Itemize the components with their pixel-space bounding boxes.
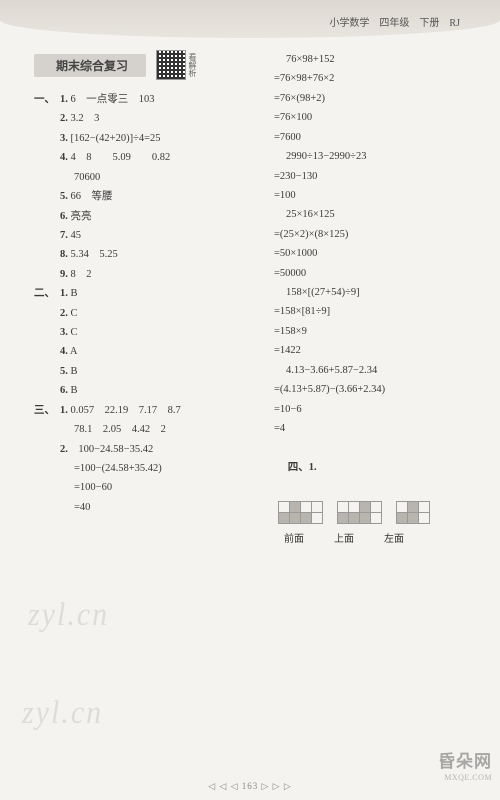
text-line: 4. A bbox=[34, 342, 266, 361]
grid-cell bbox=[301, 513, 312, 524]
shapes-row bbox=[272, 501, 476, 524]
text-line: 三、1. 0.057 22.19 7.17 8.7 bbox=[34, 401, 266, 420]
shape-left bbox=[396, 501, 430, 524]
section-4-label: 四、1. bbox=[288, 458, 324, 477]
text-line: =(25×2)×(8×125) bbox=[272, 225, 476, 244]
grid-cell bbox=[408, 513, 419, 524]
text-line: 4.13−3.66+5.87−2.34 bbox=[272, 361, 476, 380]
text-line: =76×(98+2) bbox=[272, 89, 476, 108]
shape-label-top: 上面 bbox=[334, 530, 354, 545]
grid-cell bbox=[338, 513, 349, 524]
text-line: =158×[81÷9] bbox=[272, 302, 476, 321]
text-line: 3. C bbox=[34, 323, 266, 342]
text-line: =7600 bbox=[272, 128, 476, 147]
text-line: 2. 3.2 3 bbox=[34, 109, 266, 128]
grid-cell bbox=[408, 502, 419, 513]
text-line: =76×100 bbox=[272, 108, 476, 127]
shape-top bbox=[337, 501, 382, 524]
text-line: 2990÷13−2990÷23 bbox=[272, 147, 476, 166]
text-line: =230−130 bbox=[272, 167, 476, 186]
text-line: 5. 66 等腰 bbox=[34, 187, 266, 206]
text-line: 8. 5.34 5.25 bbox=[34, 245, 266, 264]
grid-cell bbox=[397, 513, 408, 524]
grid-cell bbox=[290, 513, 301, 524]
text-line: 7. 45 bbox=[34, 226, 266, 245]
shape-label-left: 左面 bbox=[384, 530, 404, 545]
qr-label: 看解析 bbox=[188, 53, 196, 77]
title-row: 期末综合复习 看解析 bbox=[34, 50, 266, 80]
text-line: 二、1. B bbox=[34, 284, 266, 303]
watermark-2: zyl.cn bbox=[22, 694, 103, 731]
header-band: 小学数学 四年级 下册 RJ bbox=[0, 0, 500, 38]
grid-cell bbox=[349, 513, 360, 524]
section-title: 期末综合复习 bbox=[34, 54, 146, 77]
section-4-row: 四、1. bbox=[272, 438, 476, 496]
text-line: =1422 bbox=[272, 341, 476, 360]
grid-cell bbox=[279, 513, 290, 524]
text-line: 2. 100−24.58−35.42 bbox=[34, 440, 266, 459]
shape-front bbox=[278, 501, 323, 524]
text-line: =100−60 bbox=[34, 478, 266, 497]
page-footer: ◁ ◁ ◁ 163 ▷ ▷ ▷ bbox=[0, 781, 500, 792]
grid-cell bbox=[312, 502, 323, 513]
grid-cell bbox=[349, 502, 360, 513]
grid-cell bbox=[371, 502, 382, 513]
left-lines: 一、1. 6 一点零三 1032. 3.2 33. [162−(42+20)]÷… bbox=[34, 90, 266, 517]
text-line: 6. 亮亮 bbox=[34, 207, 266, 226]
grid-cell bbox=[312, 513, 323, 524]
shape-label-front: 前面 bbox=[284, 530, 304, 545]
corner-logo: 昏朵网 bbox=[438, 747, 492, 772]
watermark-1: zyl.cn bbox=[28, 596, 109, 633]
grid-cell bbox=[397, 502, 408, 513]
header-text: 小学数学 四年级 下册 RJ bbox=[329, 14, 460, 29]
text-line: 5. B bbox=[34, 362, 266, 381]
text-line: 70600 bbox=[34, 168, 266, 187]
text-line: =10−6 bbox=[272, 400, 476, 419]
text-line: =50×1000 bbox=[272, 244, 476, 263]
text-line: =158×9 bbox=[272, 322, 476, 341]
column-left: 期末综合复习 看解析 一、1. 6 一点零三 1032. 3.2 33. [16… bbox=[34, 50, 266, 545]
text-line: 78.1 2.05 4.42 2 bbox=[34, 420, 266, 439]
text-line: =(4.13+5.87)−(3.66+2.34) bbox=[272, 380, 476, 399]
grid-cell bbox=[360, 513, 371, 524]
grid-cell bbox=[290, 502, 301, 513]
text-line: =100 bbox=[272, 186, 476, 205]
text-line: 2. C bbox=[34, 304, 266, 323]
text-line: 9. 8 2 bbox=[34, 265, 266, 284]
column-right: 76×98+152=76×98+76×2=76×(98+2)=76×100=76… bbox=[266, 50, 476, 545]
content: 期末综合复习 看解析 一、1. 6 一点零三 1032. 3.2 33. [16… bbox=[0, 38, 500, 545]
grid-cell bbox=[419, 513, 430, 524]
text-line: 6. B bbox=[34, 381, 266, 400]
text-line: 4. 4 8 5.09 0.82 bbox=[34, 148, 266, 167]
text-line: 3. [162−(42+20)]÷4=25 bbox=[34, 129, 266, 148]
grid-cell bbox=[279, 502, 290, 513]
text-line: 76×98+152 bbox=[272, 50, 476, 69]
grid-cell bbox=[360, 502, 371, 513]
text-line: =76×98+76×2 bbox=[272, 69, 476, 88]
grid-cell bbox=[371, 513, 382, 524]
text-line: =40 bbox=[34, 498, 266, 517]
grid-cell bbox=[301, 502, 312, 513]
text-line: 158×[(27+54)÷9] bbox=[272, 283, 476, 302]
grid-cell bbox=[419, 502, 430, 513]
qr-code-icon bbox=[156, 50, 186, 80]
text-line: =100−(24.58+35.42) bbox=[34, 459, 266, 478]
shape-labels-row: 前面 上面 左面 bbox=[272, 530, 476, 545]
right-lines: 76×98+152=76×98+76×2=76×(98+2)=76×100=76… bbox=[272, 50, 476, 438]
text-line: 25×16×125 bbox=[272, 205, 476, 224]
text-line: =4 bbox=[272, 419, 476, 438]
grid-cell bbox=[338, 502, 349, 513]
text-line: 一、1. 6 一点零三 103 bbox=[34, 90, 266, 109]
text-line: =50000 bbox=[272, 264, 476, 283]
